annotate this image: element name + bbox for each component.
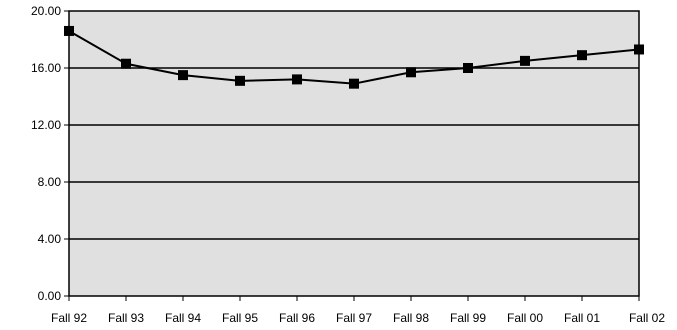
data-point-marker: [463, 63, 473, 73]
x-tick-label: Fall 00: [507, 311, 543, 325]
x-tick-label: Fall 96: [279, 311, 315, 325]
data-point-marker: [520, 55, 530, 66]
x-tick-label: Fall 92: [51, 311, 87, 325]
x-tick-label: Fall 02: [629, 311, 665, 325]
x-tick-label: Fall 94: [165, 311, 201, 325]
y-tick-label: 4.00: [38, 232, 62, 246]
data-point-marker: [235, 75, 245, 86]
data-point-marker: [577, 50, 587, 61]
gridlines: [69, 67, 639, 240]
data-point-marker: [406, 67, 416, 78]
data-point-marker: [178, 70, 188, 81]
x-tick-label: Fall 98: [393, 311, 429, 325]
data-point-marker: [64, 25, 74, 36]
x-tick-label: Fall 93: [108, 311, 144, 325]
data-point-marker: [634, 44, 644, 55]
y-axis: 0.00 4.00 8.00 12.00 16.00 20.00: [31, 4, 69, 303]
plot-area: [68, 10, 640, 297]
x-tick-label: Fall 95: [222, 311, 258, 325]
x-tick-label: Fall 99: [450, 311, 486, 325]
series-markers: [64, 25, 644, 89]
x-tick-label: Fall 01: [564, 311, 600, 325]
data-point-marker: [292, 74, 302, 85]
y-tick-label: 16.00: [31, 61, 61, 75]
x-tick-label: Fall 97: [336, 311, 372, 325]
x-axis: Fall 92 Fall 93 Fall 94 Fall 95 Fall 96 Fall …: [51, 296, 665, 325]
y-tick-label: 0.00: [38, 289, 62, 303]
y-tick-label: 12.00: [31, 118, 61, 132]
y-tick-label: 20.00: [31, 4, 61, 18]
y-tick-label: 8.00: [38, 175, 62, 189]
data-point-marker: [121, 58, 131, 69]
data-point-marker: [349, 78, 359, 89]
